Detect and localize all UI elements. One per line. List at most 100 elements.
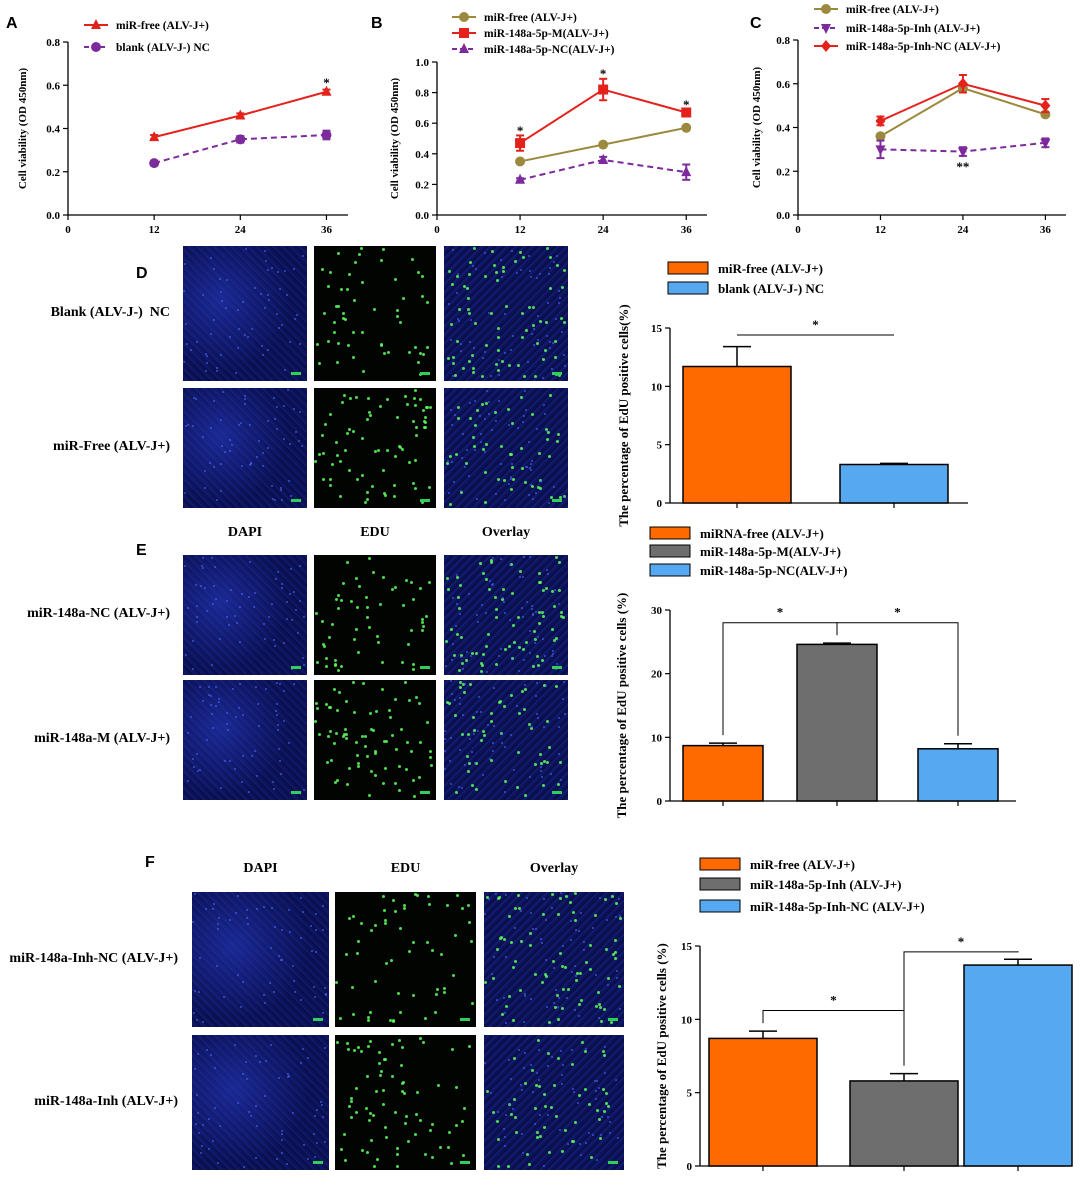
dapi-dot: [295, 431, 297, 433]
edu-dot: [472, 371, 475, 374]
dapi-dot: [231, 444, 233, 446]
edu-dot: [385, 962, 388, 965]
edu-dot: [345, 733, 348, 736]
edu-dot: [426, 301, 429, 304]
edu-dot: [404, 395, 407, 398]
dapi-dot: [510, 734, 512, 736]
edu-dot: [468, 312, 471, 315]
edu-dot: [406, 403, 409, 406]
dapi-dot: [221, 300, 223, 302]
edu-dot: [348, 469, 351, 472]
dapi-dot: [498, 655, 500, 657]
edu-dot: [514, 960, 517, 963]
dapi-dot: [324, 987, 326, 989]
edu-dot: [599, 1137, 602, 1140]
dapi-dot: [235, 912, 237, 914]
dapi-dot: [261, 345, 263, 347]
edu-dot: [448, 1131, 451, 1134]
y-tick-label-c: 0.2: [776, 166, 790, 178]
edu-dot: [378, 1062, 381, 1065]
edu-dot: [541, 659, 544, 662]
dapi-dot: [448, 303, 450, 305]
edu-dot: [487, 633, 490, 636]
dapi-dot: [482, 357, 484, 359]
dapi-dot: [532, 614, 534, 616]
edu-dot: [526, 1153, 529, 1156]
edu-dot: [381, 661, 384, 664]
dapi-dot: [542, 638, 544, 640]
edu-dot: [505, 1005, 508, 1008]
edu-dot: [364, 501, 367, 504]
dapi-dot: [536, 1072, 538, 1074]
dapi-dot: [286, 618, 288, 620]
edu-dot: [532, 665, 535, 668]
dapi-dot: [453, 481, 455, 483]
edu-dot: [416, 1091, 419, 1094]
edu-dot: [501, 1013, 504, 1016]
edu-dot: [488, 588, 491, 591]
edu-dot: [412, 420, 415, 423]
dapi-dot: [547, 1114, 549, 1116]
edu-dot: [456, 894, 459, 897]
dapi-dot: [316, 1142, 318, 1144]
y-tick-label-a: 0.6: [46, 80, 60, 92]
dapi-dot: [197, 1053, 199, 1055]
edu-dot: [485, 443, 488, 446]
dapi-dot: [562, 945, 564, 947]
dapi-dot: [278, 748, 280, 750]
edu-dot: [452, 362, 455, 365]
dapi-dot: [193, 397, 195, 399]
edu-dot: [408, 950, 411, 953]
edu-dot: [328, 706, 331, 709]
dapi-dot: [316, 1109, 318, 1111]
dapi-dot: [208, 686, 210, 688]
dapi-dot: [545, 919, 547, 921]
dapi-dot: [521, 1133, 523, 1135]
dapi-dot: [199, 957, 201, 959]
dapi-dot: [475, 268, 477, 270]
edu-dot: [360, 922, 363, 925]
edu-dot: [337, 342, 340, 345]
significance-mark-d: *: [812, 317, 819, 332]
dapi-dot: [298, 440, 300, 442]
edu-dot: [569, 901, 572, 904]
edu-dot: [421, 618, 424, 621]
dapi-dot: [229, 439, 231, 441]
edu-dot: [323, 312, 326, 315]
edu-dot: [364, 745, 367, 748]
dapi-dot: [245, 248, 247, 250]
y-tick-label-f: 15: [681, 941, 693, 953]
edu-dot: [402, 604, 405, 607]
edu-dot: [381, 688, 384, 691]
dapi-dot: [541, 776, 543, 778]
edu-dot: [403, 1092, 406, 1095]
dapi-dot: [510, 349, 512, 351]
dapi-dot: [216, 965, 218, 967]
edu-dot: [545, 321, 548, 324]
dapi-dot: [470, 655, 472, 657]
dapi-dot: [303, 664, 305, 666]
edu-dot: [443, 987, 446, 990]
dapi-dot: [186, 343, 188, 345]
edu-dot: [355, 1111, 358, 1114]
edu-dot: [497, 1165, 500, 1168]
legend-marker-b: [459, 43, 469, 53]
dapi-dot: [215, 705, 217, 707]
edu-dot: [518, 907, 521, 910]
edu-dot: [518, 712, 521, 715]
edu-dot: [360, 1050, 363, 1053]
edu-dot: [495, 363, 498, 366]
edu-dot: [532, 324, 535, 327]
dapi-dot: [523, 1067, 525, 1069]
dapi-dot: [246, 909, 248, 911]
dapi-dot: [265, 1060, 267, 1062]
edu-dot: [530, 727, 533, 730]
edu-dot: [431, 1123, 434, 1126]
edu-dot: [415, 1113, 418, 1116]
dapi-dot: [536, 428, 538, 430]
edu-dot: [329, 484, 332, 487]
edu-dot: [484, 275, 487, 278]
dapi-dot: [616, 977, 618, 979]
dapi-dot: [555, 989, 557, 991]
dapi-dot: [213, 400, 215, 402]
